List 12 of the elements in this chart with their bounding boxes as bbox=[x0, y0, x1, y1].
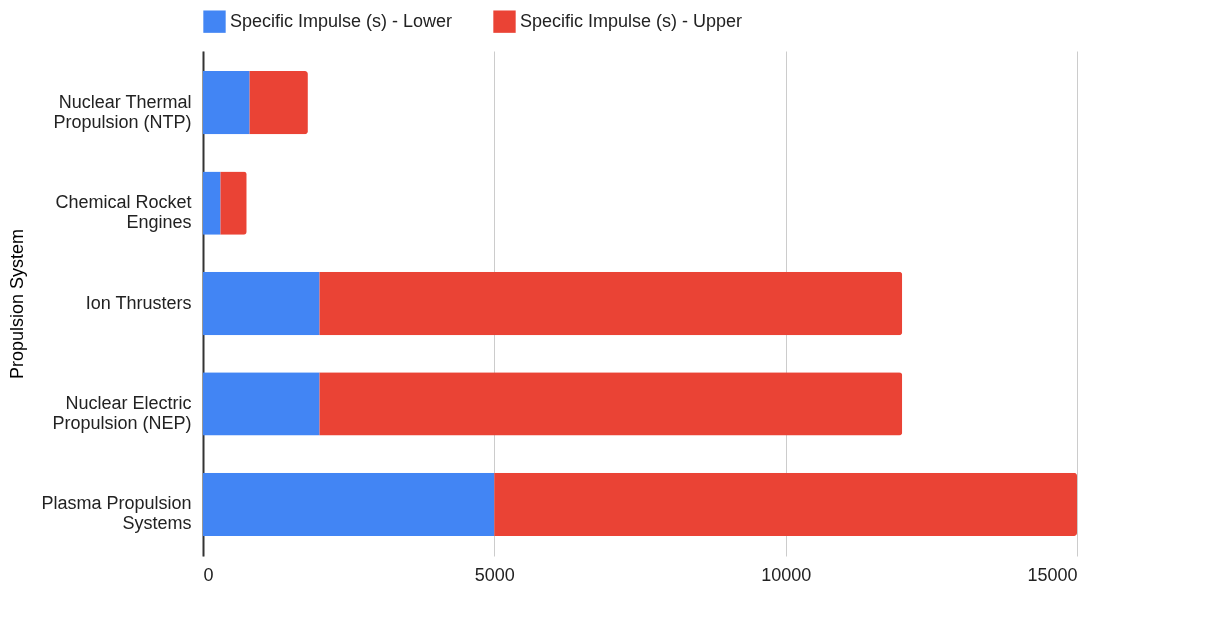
x-tick-label: 10000 bbox=[761, 564, 812, 585]
y-tick-label: Plasma Propulsion Systems bbox=[41, 493, 192, 534]
y-tick-label: Ion Thrusters bbox=[85, 292, 192, 313]
y-axis-title: Propulsion System bbox=[7, 228, 28, 380]
y-tick-label: Nuclear Thermal Propulsion (NTP) bbox=[53, 91, 192, 132]
legend-label: Specific Impulse (s) - Upper bbox=[520, 10, 743, 31]
x-tick-label: 0 bbox=[203, 564, 214, 585]
legend-label: Specific Impulse (s) - Lower bbox=[230, 10, 453, 31]
y-tick-label: Chemical Rocket Engines bbox=[55, 192, 192, 233]
x-tick-label: 5000 bbox=[474, 564, 515, 585]
y-tick-label: Nuclear Electric Propulsion (NEP) bbox=[52, 392, 192, 433]
x-tick-label: 15000 bbox=[1027, 564, 1078, 585]
